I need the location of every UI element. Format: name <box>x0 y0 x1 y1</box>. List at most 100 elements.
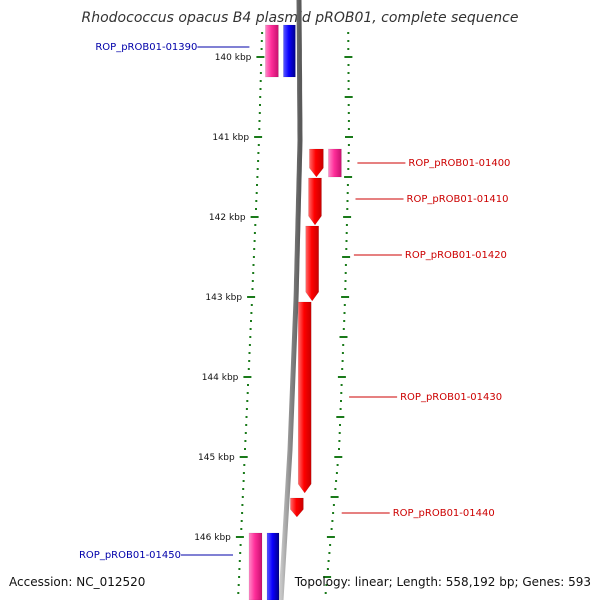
gene-block-other <box>248 532 263 600</box>
ruler-dot <box>347 152 350 154</box>
gene-label: ROP_pROB01-01410 <box>407 194 509 205</box>
ruler-dot <box>342 328 345 330</box>
ruler-dot <box>332 504 335 506</box>
ruler-dot <box>260 40 263 42</box>
ruler-dot <box>347 168 350 170</box>
ruler-dot <box>240 520 243 522</box>
ruler-dot <box>339 408 342 410</box>
ruler-dot <box>252 272 255 274</box>
gene-features <box>248 24 342 600</box>
ruler-dot <box>342 256 351 258</box>
ruler-dot <box>347 48 350 50</box>
ruler-dot <box>338 440 341 442</box>
ruler-dot <box>346 192 349 194</box>
ruler-tick <box>235 536 244 538</box>
ruler-dot <box>345 232 348 234</box>
ruler-dot <box>338 432 341 434</box>
genome-backbone <box>278 0 303 600</box>
ruler-dot <box>241 504 244 506</box>
ruler-dot <box>339 424 341 426</box>
ruler-dot <box>250 312 253 314</box>
ruler-dot <box>335 472 338 474</box>
ruler-dot <box>247 368 250 370</box>
ruler-dot <box>257 144 260 146</box>
ruler-dot <box>240 528 243 530</box>
ruler-ticks: 140 kbp 141 kbp 142 kbp 143 kbp 144 kbp 145 k… <box>194 53 265 543</box>
ruler-dot <box>255 200 258 202</box>
ruler-dot <box>252 256 255 258</box>
ruler-dot <box>345 224 348 226</box>
ruler-tick-label: 142 kbp <box>209 213 246 223</box>
ruler-tick <box>250 216 259 218</box>
ruler-dot <box>334 456 343 458</box>
ruler-dot <box>252 264 255 266</box>
ruler-dot <box>258 120 261 122</box>
ruler-dot <box>344 288 347 290</box>
ruler-tick-label: 141 kbp <box>212 133 249 143</box>
ruler-dot <box>259 104 261 106</box>
ruler-dots <box>237 32 353 594</box>
ruler-dot <box>341 296 350 298</box>
ruler-dot <box>347 144 350 146</box>
ruler-dot <box>340 392 343 394</box>
topology-text: Topology: linear; Length: 558,192 bp; Ge… <box>294 575 591 589</box>
ruler-dot <box>256 176 259 178</box>
ruler-dot <box>239 552 242 554</box>
ruler-dot <box>331 520 334 522</box>
ruler-dot <box>344 56 353 58</box>
ruler-dot <box>347 80 350 82</box>
gene-arrow-forward <box>308 177 322 226</box>
ruler-tick <box>256 56 265 58</box>
ruler-dot <box>346 184 349 186</box>
ruler-dot <box>343 304 346 306</box>
gene-arrow-forward <box>290 497 304 518</box>
ruler-tick-label: 146 kbp <box>194 533 231 543</box>
gene-block-other <box>265 24 279 78</box>
ruler-dot <box>330 496 339 498</box>
ruler-dot <box>250 304 253 306</box>
gene-label: ROP_pROB01-01450 <box>79 550 181 561</box>
ruler-dot <box>242 488 245 490</box>
ruler-dot <box>347 32 350 34</box>
ruler-dot <box>344 272 347 274</box>
ruler-dot <box>245 424 248 426</box>
ruler-dot <box>258 128 261 130</box>
gene-label: ROP_pROB01-01420 <box>405 250 507 261</box>
ruler-dot <box>347 128 350 130</box>
ruler-tick <box>247 296 256 298</box>
ruler-tick <box>239 456 248 458</box>
ruler-dot <box>347 104 350 106</box>
ruler-dot <box>246 392 249 394</box>
ruler-dot <box>256 168 259 170</box>
gene-label: ROP_pROB01-01440 <box>393 508 495 519</box>
ruler-dot <box>326 536 335 538</box>
ruler-dot <box>344 176 353 178</box>
ruler-dot <box>259 80 262 82</box>
ruler-dot <box>327 560 330 562</box>
accession-text: Accession: NC_012520 <box>9 575 146 589</box>
ruler-dot <box>340 384 343 386</box>
ruler-dot <box>237 584 240 586</box>
ruler-dot <box>343 216 352 218</box>
ruler-tick <box>243 376 252 378</box>
ruler-dot <box>346 208 349 210</box>
ruler-dot <box>246 400 249 402</box>
ruler-dot <box>251 280 254 282</box>
ruler-dot <box>260 48 263 50</box>
ruler-dot <box>256 184 258 186</box>
ruler-dot <box>241 512 244 514</box>
ruler-dot <box>255 208 257 210</box>
ruler-dot <box>258 112 261 114</box>
ruler-dot <box>238 560 241 562</box>
ruler-dot <box>336 464 339 466</box>
gene-arrow-forward <box>305 225 319 302</box>
ruler-dot <box>336 416 345 418</box>
gene-arrow-forward <box>309 148 324 178</box>
ruler-dot <box>251 288 254 290</box>
ruler-dot <box>334 488 337 490</box>
gene-label: ROP_pROB01-01390 <box>95 42 197 53</box>
ruler-dot <box>347 72 350 74</box>
ruler-dot <box>237 592 240 594</box>
gene-block-reverse <box>283 24 296 78</box>
